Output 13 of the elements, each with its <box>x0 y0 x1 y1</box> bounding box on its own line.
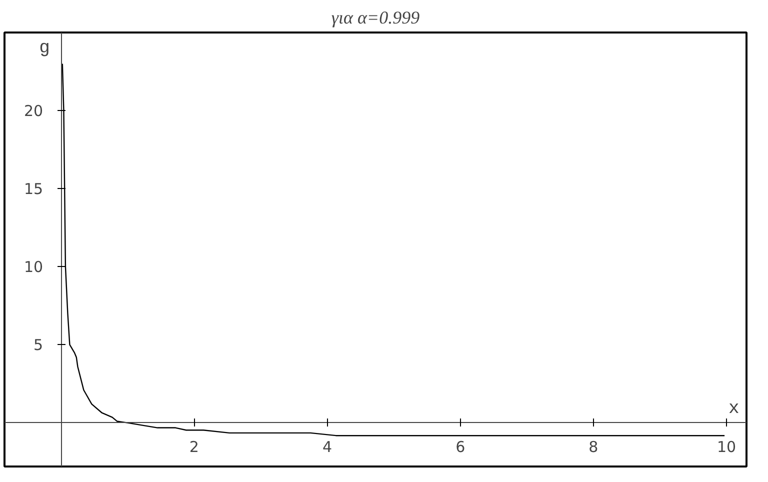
x-axis-title: x <box>728 398 740 419</box>
y-tick-label: 15 <box>24 180 44 198</box>
y-tick-label: 5 <box>34 336 44 354</box>
y-tick-label: 20 <box>24 102 44 120</box>
x-tick-label: 4 <box>322 438 332 456</box>
x-tick-label: 2 <box>189 438 199 456</box>
y-tick-label: 10 <box>24 258 44 276</box>
chart-title: για α=0.999 <box>331 8 420 28</box>
y-axis-title: g <box>39 38 50 58</box>
line-series <box>62 63 726 436</box>
x-tick-label: 8 <box>588 438 598 456</box>
x-tick-label: 6 <box>456 438 466 456</box>
x-tick-label: 10 <box>716 438 736 456</box>
